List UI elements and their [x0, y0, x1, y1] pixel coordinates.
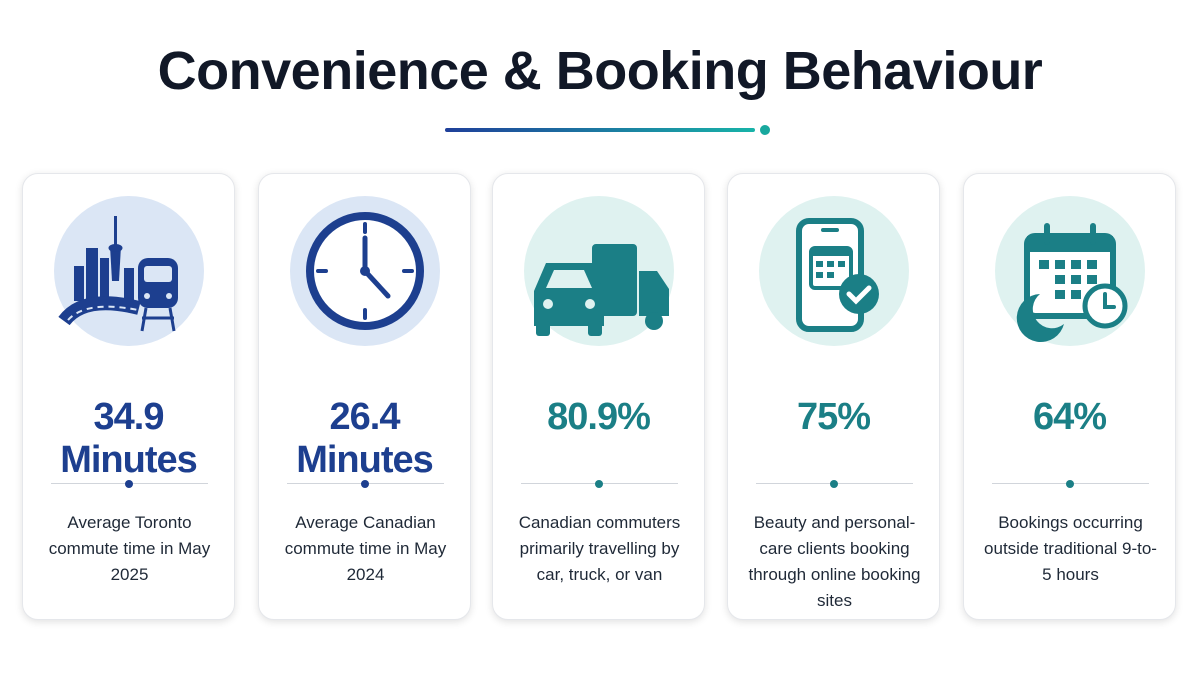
separator-dot	[361, 480, 369, 488]
stat-card: 26.4 Minutes Average Canadian commute ti…	[258, 173, 471, 620]
stat-description: Average Canadian commute time in May 202…	[284, 513, 447, 584]
icon-commute-toronto	[54, 196, 204, 346]
stat-description: Bookings occurring outside traditional 9…	[984, 513, 1157, 584]
separator-dot	[1066, 480, 1074, 488]
stat-value: 75%	[796, 396, 871, 438]
stat-card: 64% Bookings occurring outside tradition…	[963, 173, 1176, 620]
stat-card: 80.9% Canadian commuters primarily trave…	[492, 173, 705, 620]
separator-dot	[830, 480, 838, 488]
title-rule	[445, 128, 755, 132]
stat-value: 64%	[1032, 396, 1107, 438]
stat-card: 75% Beauty and personal-care clients boo…	[727, 173, 940, 620]
stat-description: Canadian commuters primarily travelling …	[518, 513, 681, 584]
icon-after-hours	[995, 196, 1145, 346]
title-rule-dot	[760, 125, 770, 135]
icon-phone-booking	[759, 196, 909, 346]
stat-card: 34.9 Minutes Average Toronto commute tim…	[22, 173, 235, 620]
title: Convenience & Booking Behaviour	[157, 41, 1043, 101]
stat-value: 34.9 Minutes	[60, 396, 198, 481]
icon-vehicles	[524, 196, 674, 346]
stat-description: Beauty and personal-care clients booking…	[748, 513, 921, 610]
separator-dot	[125, 480, 133, 488]
stat-value: 26.4 Minutes	[296, 396, 434, 481]
separator-dot	[595, 480, 603, 488]
stat-value: 80.9%	[547, 396, 651, 438]
stat-description: Average Toronto commute time in May 2025	[48, 513, 211, 584]
icon-clock	[290, 196, 440, 346]
